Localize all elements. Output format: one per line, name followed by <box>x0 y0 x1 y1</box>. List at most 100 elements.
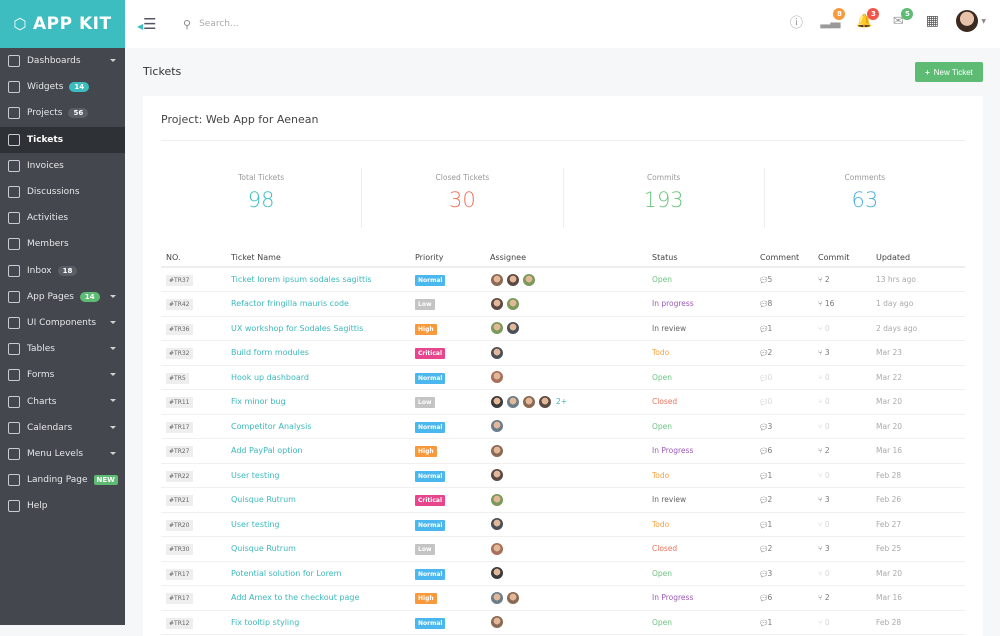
avatar[interactable] <box>506 296 520 311</box>
sidebar-item-inbox[interactable]: Inbox 18 <box>0 258 125 284</box>
new-ticket-button[interactable]: + New Ticket <box>915 62 983 82</box>
column-header[interactable]: Status <box>647 248 755 268</box>
avatar[interactable] <box>490 394 504 409</box>
avatar[interactable] <box>522 394 536 409</box>
table-row[interactable]: #TR36 UX workshop for Sodales Sagittis Hig… <box>161 316 965 341</box>
sidebar-item-invoices[interactable]: Invoices <box>0 153 125 179</box>
avatar[interactable] <box>506 590 520 605</box>
avatar[interactable] <box>506 272 520 287</box>
search-input[interactable]: Search... <box>199 19 239 29</box>
search-box[interactable]: ⚲ Search... <box>183 18 239 31</box>
ticket-name-link[interactable]: UX workshop for Sodales Sagittis <box>231 323 364 333</box>
signal-icon[interactable]: ▂▃ 8 <box>820 7 846 29</box>
sidebar-item-dashboards[interactable]: Dashboards <box>0 48 125 74</box>
avatar[interactable] <box>490 296 504 311</box>
bell-icon[interactable]: 🔔 3 <box>854 7 880 29</box>
sidebar-item-forms[interactable]: Forms <box>0 362 125 388</box>
ticket-number: #TR21 <box>166 495 193 507</box>
avatar[interactable] <box>490 566 504 581</box>
table-row[interactable]: #TR11 Fix minor bug Low 2+ Closed 💬0 ⑂ 0 Mar 20 <box>161 389 965 415</box>
sidebar-item-calendars[interactable]: Calendars <box>0 415 125 441</box>
avatar[interactable] <box>506 321 520 336</box>
avatar[interactable] <box>490 272 504 287</box>
ticket-name-link[interactable]: User testing <box>231 519 280 529</box>
sidebar-item-tables[interactable]: Tables <box>0 336 125 362</box>
table-row[interactable]: #TR27 Add PayPal option High In Progress 💬6 ⑂… <box>161 438 965 464</box>
comment-count: 0 <box>767 372 773 382</box>
ticket-name-link[interactable]: Potential solution for Lorem <box>231 568 342 578</box>
avatar[interactable] <box>490 468 504 483</box>
avatar[interactable] <box>490 590 504 605</box>
ticket-name-link[interactable]: Add PayPal option <box>231 446 303 456</box>
ticket-name-link[interactable]: Quisque Rutrum <box>231 544 296 554</box>
user-menu[interactable]: ▼ <box>956 10 986 32</box>
table-row[interactable]: #TR37 Ticket lorem ipsum sodales sagittis… <box>161 267 965 292</box>
ticket-name-link[interactable]: Competitor Analysis <box>231 421 312 431</box>
more-assignees[interactable]: 2+ <box>556 396 568 406</box>
sidebar-item-activities[interactable]: Activities <box>0 205 125 231</box>
column-header[interactable]: Comment <box>755 248 813 268</box>
table-row[interactable]: #TR22 User testing Normal Todo 💬1 ⑂ 0 Feb 28 <box>161 463 965 488</box>
table-row[interactable]: #TR17 Add Amex to the checkout page High In… <box>161 585 965 611</box>
updated-cell: Feb 28 <box>871 463 965 488</box>
sidebar-item-widgets[interactable]: Widgets 14 <box>0 74 125 100</box>
avatar[interactable] <box>490 492 504 507</box>
avatar[interactable] <box>490 541 504 556</box>
sidebar-item-members[interactable]: Members <box>0 231 125 257</box>
commit-cell: ⑂ 0 <box>813 389 871 415</box>
brand-logo[interactable]: ⬡ APP KIT <box>0 0 125 48</box>
menu-toggle-icon[interactable]: ◀☰ <box>137 15 157 33</box>
table-row[interactable]: #TR32 Build form modules Critical Todo 💬2 ⑂ 3… <box>161 340 965 366</box>
info-icon[interactable]: ⓘ <box>789 15 803 31</box>
ticket-name-link[interactable]: Fix minor bug <box>231 397 286 407</box>
avatar[interactable] <box>490 345 504 360</box>
sidebar-item-discussions[interactable]: Discussions <box>0 179 125 205</box>
sidebar-item-menu-levels[interactable]: Menu Levels <box>0 441 125 467</box>
column-header[interactable]: Ticket Name <box>226 248 410 268</box>
sidebar-item-tickets[interactable]: Tickets <box>0 126 125 153</box>
table-row[interactable]: #TR30 Quisque Rutrum Low Closed 💬2 ⑂ 3 Feb 25 <box>161 536 965 562</box>
sidebar-item-ui-components[interactable]: UI Components <box>0 310 125 336</box>
avatar[interactable] <box>490 615 504 630</box>
column-header[interactable]: Priority <box>410 248 485 268</box>
column-header[interactable]: Commit <box>813 248 871 268</box>
avatar[interactable] <box>522 272 536 287</box>
sidebar-item-projects[interactable]: Projects 56 <box>0 100 125 126</box>
table-row[interactable]: #TR42 Refactor fringilla mauris code Low In… <box>161 291 965 317</box>
avatar[interactable] <box>490 443 504 458</box>
avatar[interactable] <box>490 517 504 532</box>
ticket-name-link[interactable]: Refactor fringilla mauris code <box>231 299 349 309</box>
sidebar-item-landing-page[interactable]: Landing Page NEW <box>0 467 125 493</box>
envelope-icon[interactable]: ✉ 5 <box>888 7 914 29</box>
avatar[interactable] <box>490 321 504 336</box>
apps-grid-icon[interactable]: ▦ <box>925 13 939 29</box>
ticket-name-link[interactable]: Hook up dashboard <box>231 372 309 382</box>
avatar[interactable] <box>490 419 504 434</box>
avatar[interactable] <box>538 394 552 409</box>
avatar[interactable] <box>506 394 520 409</box>
ticket-name-link[interactable]: Quisque Rutrum <box>231 495 296 505</box>
column-header[interactable]: Updated <box>871 248 965 268</box>
ticket-name-link[interactable]: Build form modules <box>231 348 309 358</box>
column-header[interactable]: Assignee <box>485 248 647 268</box>
column-header[interactable]: NO. <box>161 248 226 268</box>
comment-icon: 💬 <box>760 350 768 358</box>
table-row[interactable]: #TR5 Hook up dashboard Normal Open 💬0 ⑂ 0 Mar … <box>161 365 965 390</box>
ticket-name-link[interactable]: Fix tooltip styling <box>231 617 300 627</box>
ticket-number-cell: #TR37 <box>161 267 226 292</box>
table-row[interactable]: #TR17 Potential solution for Lorem Normal O… <box>161 561 965 586</box>
ticket-name-link[interactable]: User testing <box>231 470 280 480</box>
sidebar-item-charts[interactable]: Charts <box>0 388 125 414</box>
git-branch-icon: ⑂ <box>818 495 825 505</box>
new-ticket-label: New Ticket <box>933 67 973 77</box>
table-row[interactable]: #TR21 Quisque Rutrum Critical In review 💬2 ⑂ … <box>161 487 965 513</box>
sidebar-item-help[interactable]: Help <box>0 493 125 519</box>
ticket-name-link[interactable]: Ticket lorem ipsum sodales sagittis <box>231 275 372 284</box>
table-row[interactable]: #TR20 User testing Normal Todo 💬1 ⑂ 0 Feb 27 <box>161 512 965 537</box>
avatar[interactable] <box>490 370 504 385</box>
sidebar-item-app-pages[interactable]: App Pages 14 <box>0 284 125 310</box>
assignee-cell <box>485 365 647 390</box>
ticket-name-link[interactable]: Add Amex to the checkout page <box>231 593 360 603</box>
